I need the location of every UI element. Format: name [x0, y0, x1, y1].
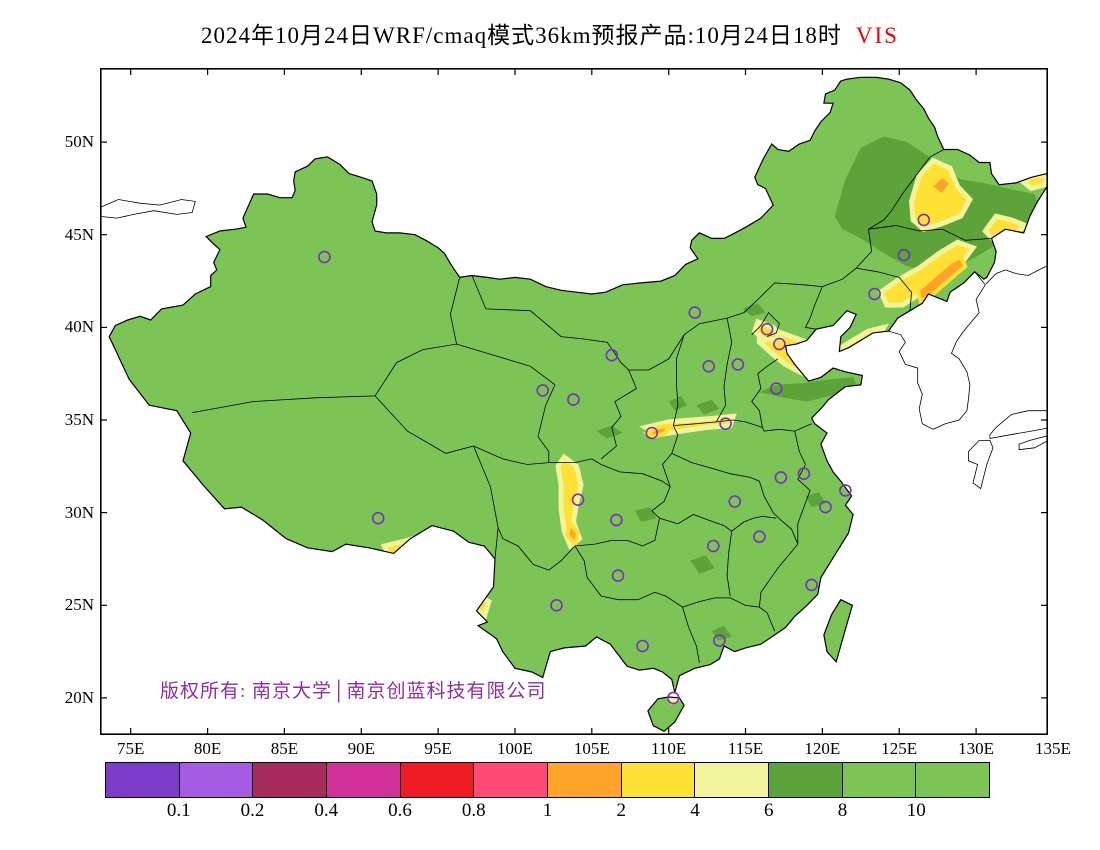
colorbar: [105, 762, 990, 798]
china-vis-map: [100, 68, 1048, 735]
city-marker: [536, 384, 550, 397]
city-marker: [706, 539, 720, 553]
colorbar-segment: [327, 763, 401, 797]
lat-tick-label: 35N: [64, 410, 94, 429]
city-marker: [753, 530, 766, 544]
city-marker: [760, 322, 774, 336]
lon-tick-label: 95E: [424, 739, 452, 758]
colorbar-segment: [400, 763, 475, 797]
lat-tick-label: 40N: [64, 317, 94, 337]
city-marker: [797, 467, 811, 481]
title-variable-vis: VIS: [855, 23, 899, 48]
lon-tick-label: 120E: [804, 739, 841, 758]
colorbar-tick-label: 0.1: [166, 800, 191, 821]
city-marker: [610, 513, 623, 527]
city-marker: [769, 382, 783, 395]
lon-tick-label: 100E: [497, 739, 533, 758]
vis-field: [109, 77, 1048, 732]
colorbar-tick-label: 4: [690, 800, 700, 821]
colorbar-segment: [695, 763, 770, 797]
lat-tick-label: 25N: [64, 595, 94, 615]
city-marker: [774, 471, 788, 484]
city-marker: [819, 500, 832, 514]
colorbar-segment: [621, 763, 696, 797]
city-marker: [550, 598, 563, 612]
colorbar-segment: [179, 763, 254, 797]
city-marker: [688, 306, 702, 319]
lat-tick-label: 20N: [64, 687, 94, 707]
page-title: 2024年10月24日WRF/cmaq模式36km预报产品:10月24日18时 V…: [0, 16, 1100, 50]
lat-tick-label: 45N: [64, 224, 94, 244]
colorbar-tick-label: 6: [764, 800, 774, 821]
colorbar-tick-label: 0.4: [314, 800, 339, 821]
lon-tick-label: 135E: [1034, 739, 1071, 758]
lon-tick-label: 110E: [651, 739, 687, 758]
colorbar-tick-label: 2: [616, 800, 627, 821]
city-marker: [605, 348, 619, 362]
city-markers: [318, 213, 931, 705]
city-marker: [713, 634, 726, 647]
city-marker: [731, 358, 745, 371]
city-marker: [636, 639, 649, 653]
city-marker: [868, 287, 881, 301]
lon-tick-label: 105E: [573, 739, 610, 758]
neighbor-coastlines: [100, 199, 1048, 490]
province-borders: [192, 149, 992, 663]
lat-tick-label: 30N: [64, 502, 94, 522]
lat-tick-label: 50N: [64, 132, 94, 152]
lon-tick-label: 115E: [727, 739, 764, 758]
colorbar-tick-label: 1: [542, 800, 553, 821]
city-marker: [567, 393, 580, 406]
lon-tick-label: 125E: [881, 739, 918, 758]
city-marker: [666, 691, 680, 705]
china-outline: [108, 76, 1048, 733]
colorbar-tick-label: 0.6: [388, 800, 412, 821]
lon-tick-label: 130E: [958, 739, 995, 758]
colorbar-tick-label: 10: [906, 800, 926, 821]
colorbar-segment: [842, 763, 917, 797]
city-marker: [719, 417, 732, 431]
city-marker: [371, 511, 385, 525]
city-marker: [805, 578, 818, 592]
colorbar-segment: [253, 763, 328, 797]
colorbar-segment: [548, 763, 622, 797]
city-marker: [318, 250, 331, 264]
city-marker: [645, 426, 659, 440]
colorbar-tick-label: 0.8: [461, 800, 486, 821]
colorbar-segment: [106, 763, 180, 797]
lon-tick-label: 90E: [347, 739, 375, 758]
city-marker: [611, 569, 625, 582]
city-marker: [571, 493, 585, 507]
map-frame: [100, 68, 1048, 735]
city-marker: [728, 495, 742, 508]
city-marker: [773, 337, 786, 351]
colorbar-segment: [474, 763, 549, 797]
title-main: 2024年10月24日WRF/cmaq模式36km预报产品:10月24日18时: [201, 23, 842, 48]
colorbar-tick-label: 8: [837, 800, 848, 821]
colorbar-segment: [916, 763, 990, 797]
colorbar-tick-label: 0.2: [240, 800, 265, 821]
colorbar-segment: [769, 763, 843, 797]
copyright-text: 版权所有: 南京大学│南京创蓝科技有限公司: [160, 681, 547, 702]
city-marker: [839, 484, 852, 497]
city-marker: [702, 359, 716, 373]
city-marker: [917, 213, 931, 227]
lon-tick-label: 85E: [270, 739, 299, 758]
city-marker: [897, 248, 911, 262]
lon-tick-label: 80E: [193, 739, 222, 758]
lon-tick-label: 75E: [117, 739, 145, 758]
